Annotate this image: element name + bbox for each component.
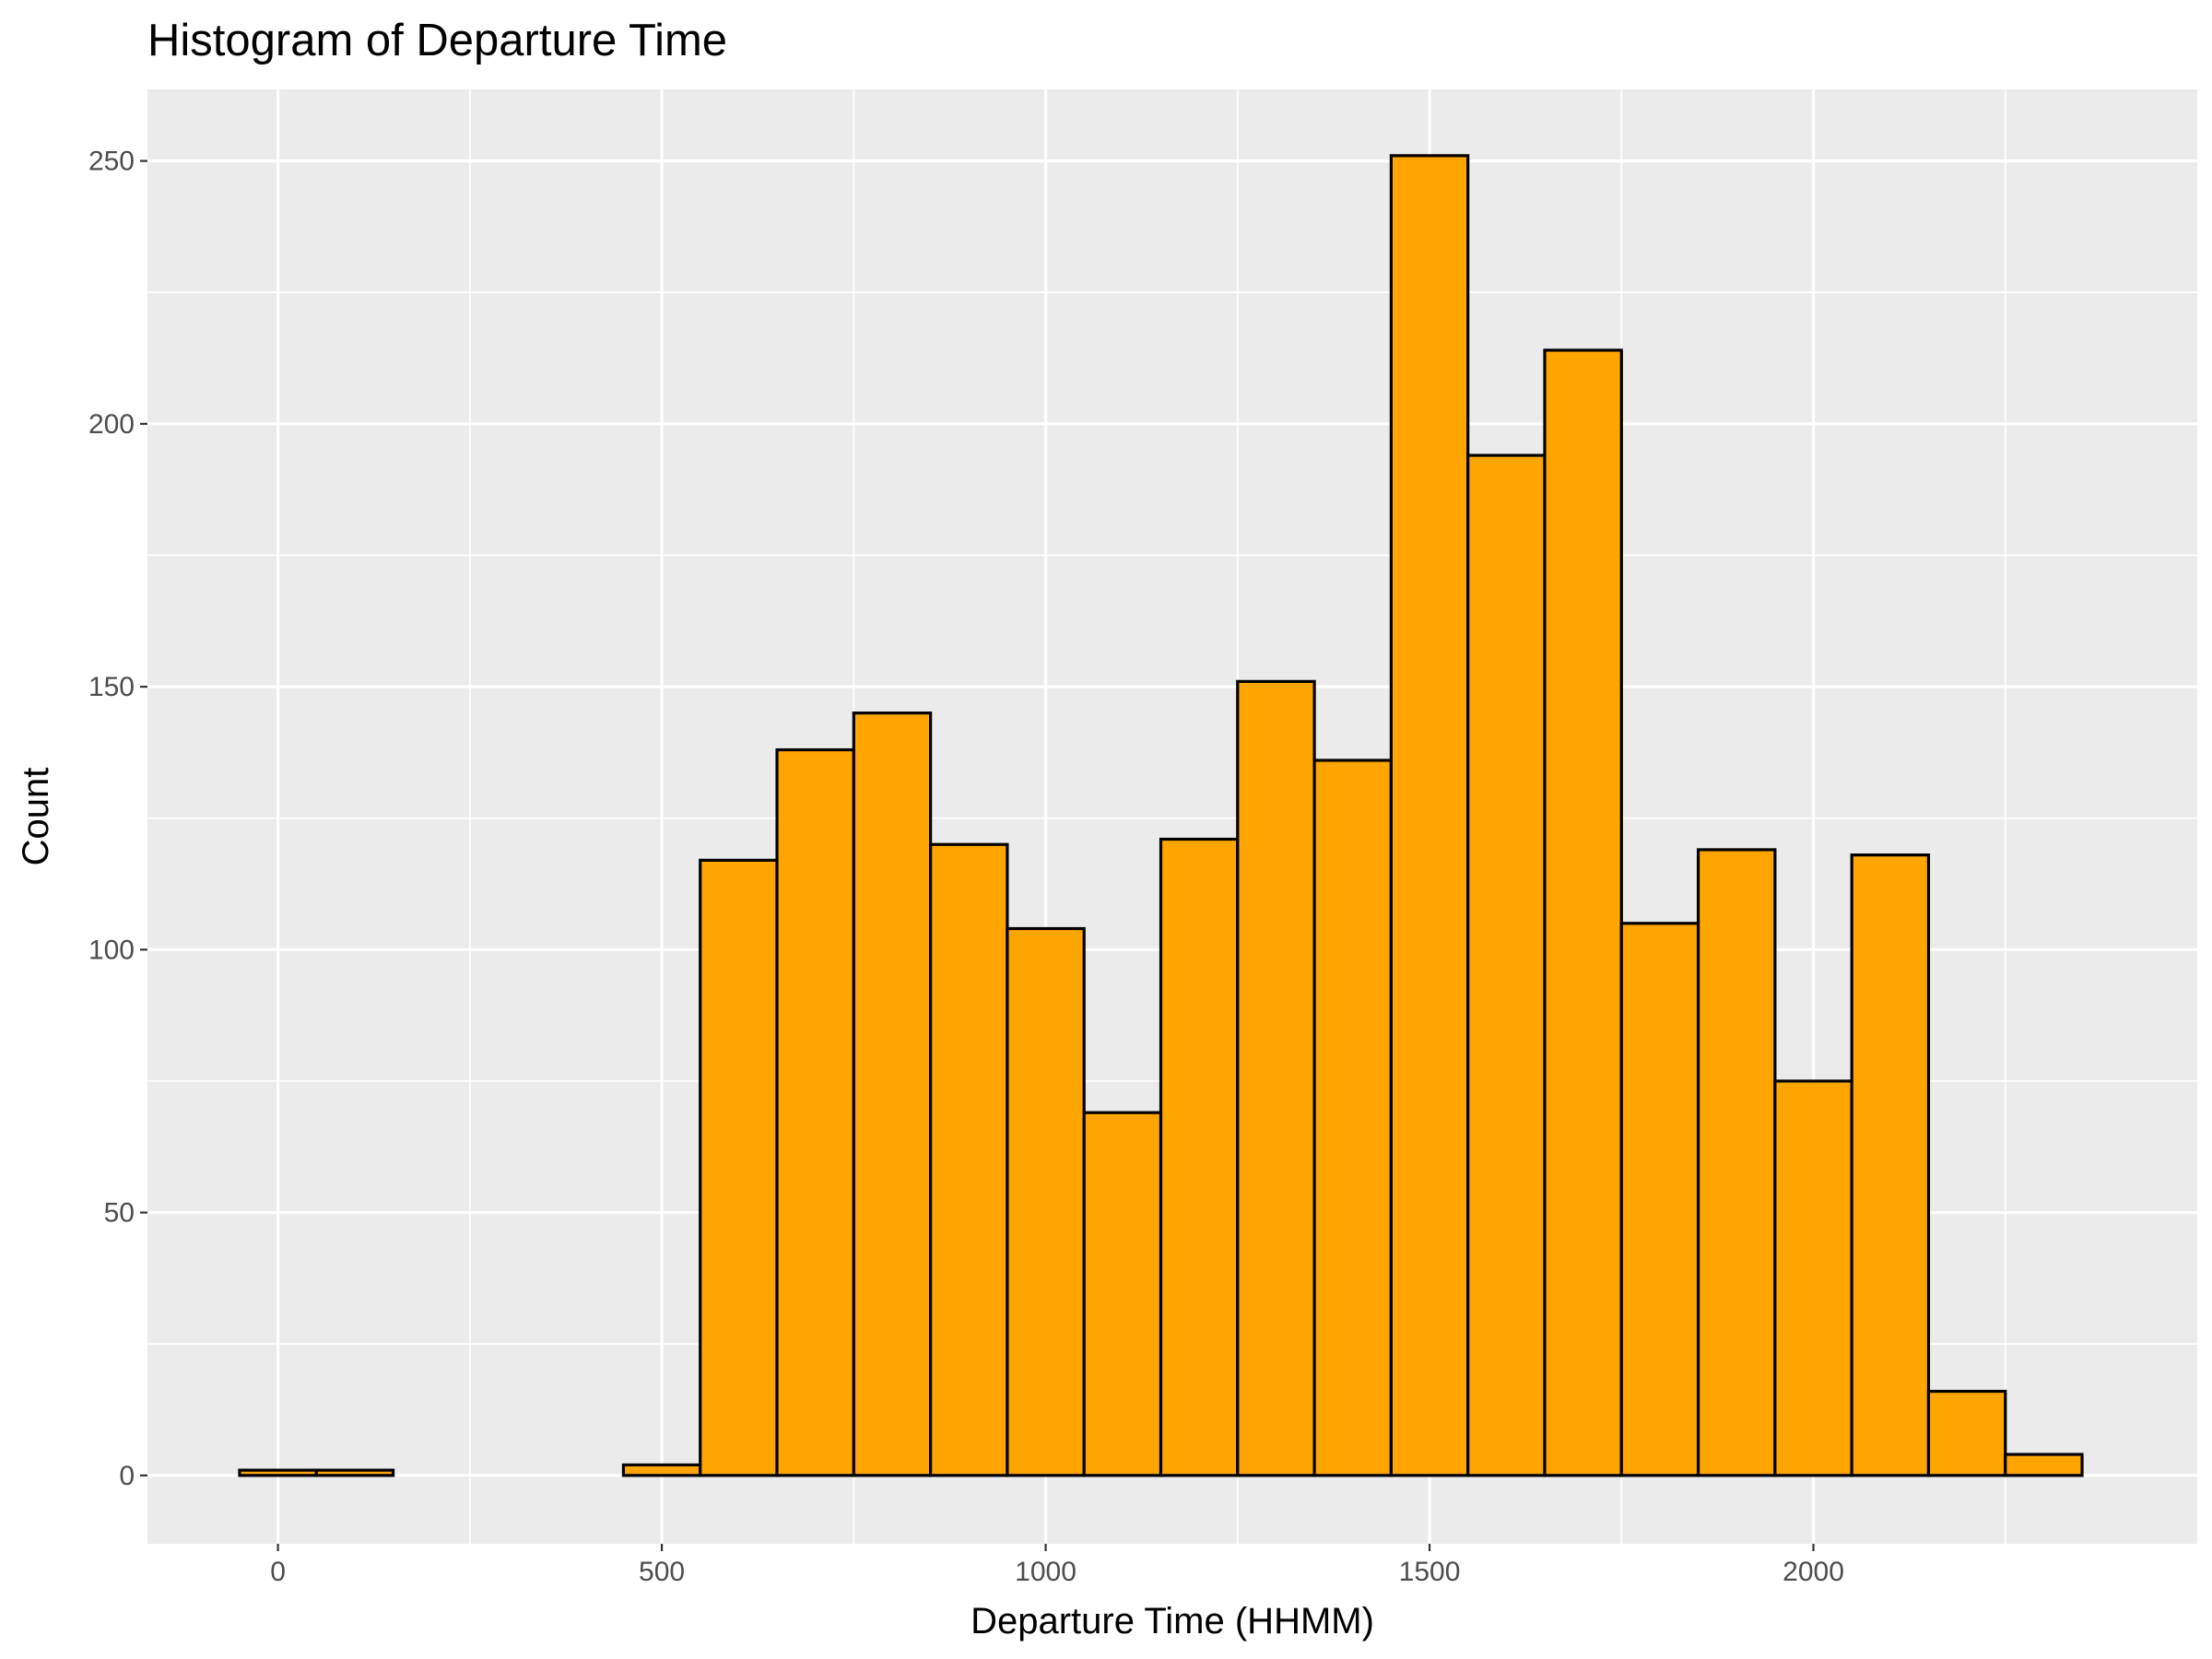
x-tick-label: 2000 <box>1783 1557 1844 1587</box>
histogram-bar <box>1006 926 1086 1477</box>
histogram-bar <box>238 1468 318 1477</box>
x-axis-title: Departure Time (HHMM) <box>971 1601 1374 1641</box>
y-tick-label: 50 <box>104 1198 135 1229</box>
y-tick-label: 100 <box>88 935 135 965</box>
y-tick-label: 250 <box>88 147 135 177</box>
histogram-bar <box>621 1463 702 1477</box>
histogram-bar <box>699 858 779 1477</box>
y-tick-label: 150 <box>88 672 135 702</box>
histogram-bar <box>775 747 855 1477</box>
histogram-bar <box>1543 348 1623 1477</box>
histogram-bar <box>1850 853 1931 1477</box>
histogram-bar <box>1082 1111 1163 1477</box>
histogram-bar <box>1236 679 1316 1477</box>
x-tick-label: 0 <box>270 1557 286 1587</box>
histogram-bar <box>1159 837 1240 1477</box>
histogram-bar <box>929 842 1009 1477</box>
histogram-bar <box>1466 453 1547 1477</box>
x-tick-label: 500 <box>639 1557 685 1587</box>
histogram-bar <box>1312 759 1393 1477</box>
x-tick-label: 1500 <box>1399 1557 1461 1587</box>
histogram-bar <box>1696 848 1777 1477</box>
bars <box>238 154 2084 1477</box>
y-axis-title: Count <box>16 768 56 866</box>
x-tick-label: 1000 <box>1015 1557 1077 1587</box>
axes: 0 50 100 150 200 250 0 500 1000 1500 2000 <box>88 147 1844 1587</box>
chart-title: Histogram of Departure Time <box>147 16 727 65</box>
histogram-bar <box>1773 1079 1853 1477</box>
y-tick-label: 200 <box>88 409 135 440</box>
histogram-bar <box>1926 1389 2007 1477</box>
y-tick-label: 0 <box>119 1461 135 1491</box>
histogram-bar <box>2004 1453 2084 1477</box>
histogram-bar <box>1389 154 1470 1477</box>
histogram-bar <box>1619 922 1700 1477</box>
histogram-bar <box>314 1468 395 1477</box>
histogram-bar <box>852 712 933 1477</box>
